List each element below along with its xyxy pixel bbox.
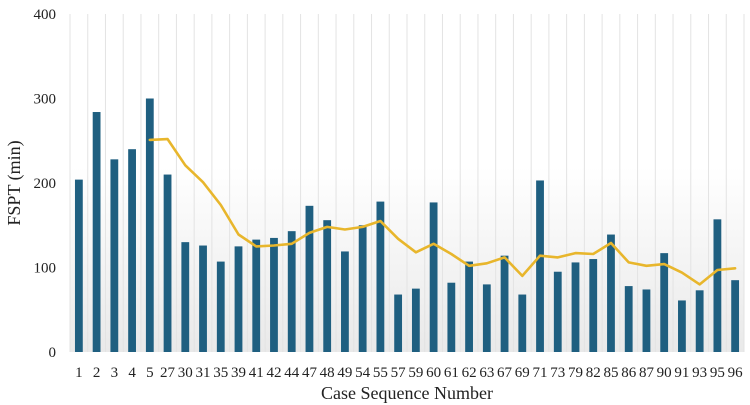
gridlines <box>69 14 745 352</box>
x-tick-label: 85 <box>603 365 618 381</box>
y-axis-title: FSPT (min) <box>4 140 25 225</box>
x-tick-label: 62 <box>462 365 477 381</box>
x-tick-label: 60 <box>426 365 441 381</box>
x-tick-label: 95 <box>710 365 725 381</box>
bar <box>713 219 722 352</box>
x-tick-label: 73 <box>550 365 565 381</box>
x-tick-label: 4 <box>128 365 136 381</box>
bar <box>553 271 562 352</box>
x-tick-label: 27 <box>160 365 176 381</box>
bar <box>216 261 225 352</box>
x-tick-label: 3 <box>111 365 119 381</box>
bar <box>465 261 473 352</box>
bar <box>287 231 296 352</box>
bar <box>145 98 154 352</box>
x-tick-label: 61 <box>444 365 459 381</box>
bar <box>252 239 261 352</box>
x-tick-label: 5 <box>146 365 154 381</box>
x-tick-label: 96 <box>728 365 744 381</box>
bar <box>678 300 686 352</box>
bar <box>536 180 544 352</box>
bar <box>128 149 136 352</box>
bar <box>571 262 580 352</box>
y-tick-label: 100 <box>34 261 57 277</box>
bar <box>234 246 243 352</box>
y-tick-label: 400 <box>34 7 57 23</box>
x-tick-labels: 1 2 3 4 5 27 30 31 35 39 41 42 44 47 48 49 54 55 57 59 60 61 6… <box>75 365 743 381</box>
bar <box>270 237 278 352</box>
bar <box>323 220 332 352</box>
x-tick-label: 79 <box>568 365 583 381</box>
y-tick-labels: 0 100 200 300 400 <box>34 7 57 361</box>
x-tick-label: 59 <box>408 365 423 381</box>
x-tick-label: 30 <box>178 365 193 381</box>
x-tick-label: 41 <box>249 365 264 381</box>
bar <box>731 280 740 352</box>
x-tick-label: 86 <box>621 365 637 381</box>
x-tick-label: 1 <box>75 365 83 381</box>
x-tick-label: 49 <box>337 365 352 381</box>
bar <box>624 286 633 352</box>
bar <box>181 242 190 352</box>
x-tick-label: 93 <box>692 365 707 381</box>
x-axis-title: Case Sequence Number <box>321 383 493 403</box>
x-tick-label: 47 <box>302 365 318 381</box>
bar <box>447 282 456 352</box>
bar <box>500 255 509 352</box>
x-tick-label: 63 <box>479 365 494 381</box>
bar <box>660 253 669 352</box>
bar <box>429 202 438 352</box>
bar <box>376 201 385 352</box>
bar <box>358 225 367 352</box>
bar <box>199 245 207 352</box>
y-tick-label: 200 <box>34 176 57 192</box>
bar <box>163 174 172 352</box>
x-tick-label: 87 <box>639 365 655 381</box>
bar <box>341 251 349 352</box>
bar <box>642 289 651 352</box>
y-tick-label: 0 <box>49 345 57 361</box>
bar-series <box>74 98 740 353</box>
x-tick-label: 82 <box>586 365 601 381</box>
bar <box>518 294 527 352</box>
x-tick-label: 2 <box>93 365 101 381</box>
x-tick-label: 54 <box>355 365 371 381</box>
bar <box>92 112 101 353</box>
trend-line <box>148 137 737 286</box>
bar <box>589 259 598 352</box>
x-tick-label: 71 <box>533 365 548 381</box>
bar <box>110 159 119 352</box>
x-tick-label: 42 <box>266 365 281 381</box>
bar <box>394 294 403 352</box>
bar <box>695 290 704 352</box>
bar <box>482 284 491 352</box>
x-tick-label: 35 <box>213 365 228 381</box>
x-tick-label: 90 <box>657 365 672 381</box>
x-tick-label: 44 <box>284 365 300 381</box>
y-tick-label: 300 <box>34 92 57 108</box>
x-tick-label: 69 <box>515 365 530 381</box>
x-tick-label: 57 <box>391 365 407 381</box>
bar <box>411 288 420 352</box>
x-tick-label: 48 <box>320 365 335 381</box>
x-tick-label: 67 <box>497 365 513 381</box>
bar <box>607 234 615 352</box>
x-tick-label: 55 <box>373 365 388 381</box>
bar <box>74 179 83 352</box>
x-tick-label: 91 <box>674 365 689 381</box>
bar <box>305 205 314 352</box>
x-tick-label: 31 <box>196 365 211 381</box>
x-tick-label: 39 <box>231 365 246 381</box>
